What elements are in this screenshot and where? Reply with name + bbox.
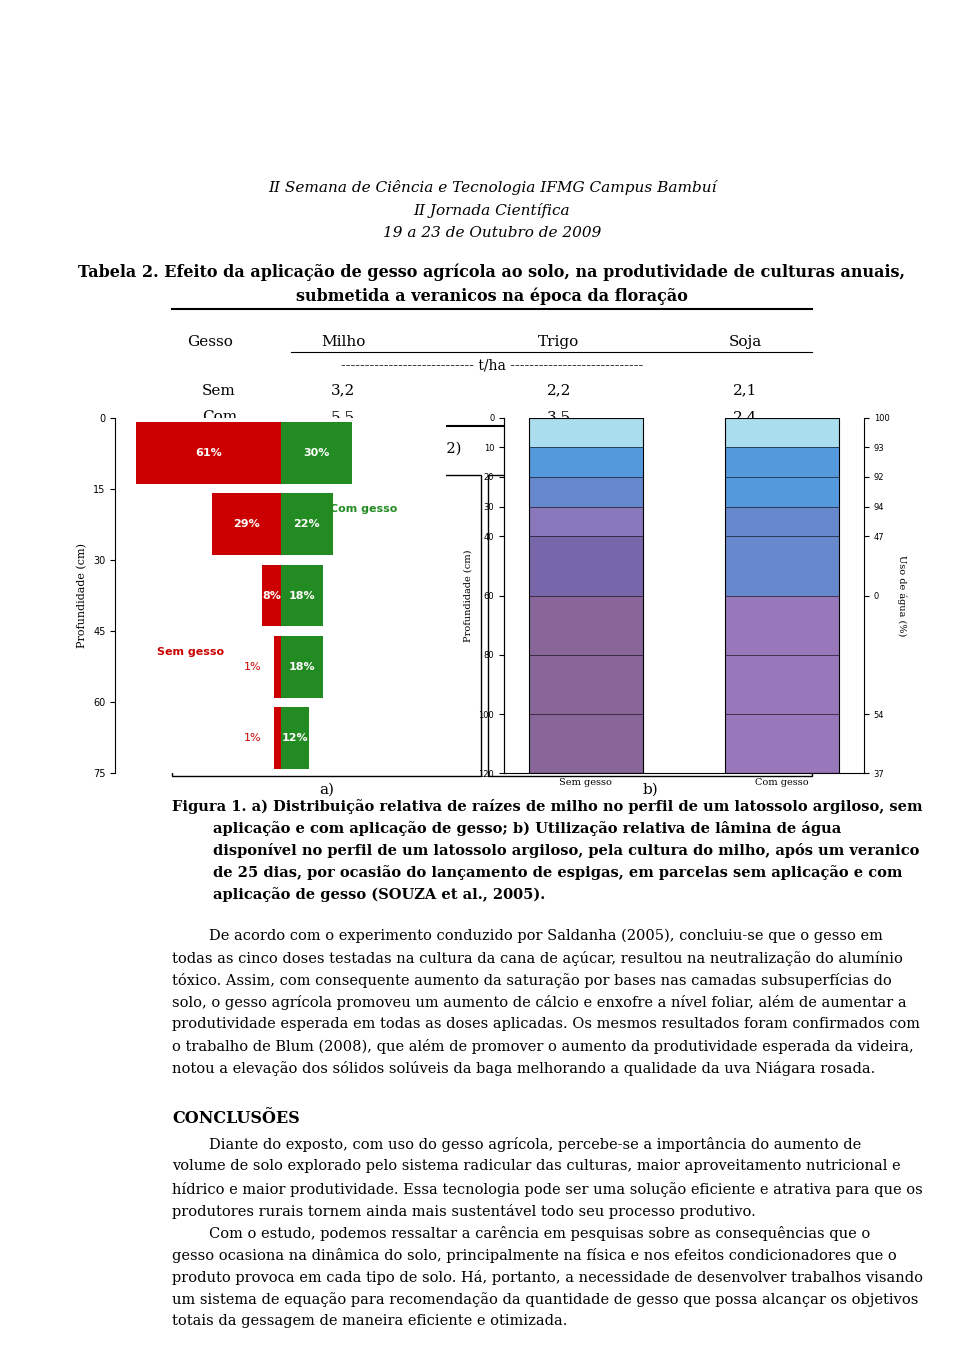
- Text: submetida a veranicos na época da floração: submetida a veranicos na época da floraç…: [296, 287, 688, 305]
- Text: 2,2: 2,2: [547, 383, 571, 397]
- Bar: [529, 476, 643, 507]
- Bar: [725, 507, 839, 596]
- Text: disponível no perfil de um latossolo argiloso, pela cultura do milho, após um ve: disponível no perfil de um latossolo arg…: [213, 843, 920, 858]
- Bar: [212, 493, 280, 556]
- Text: 19 a 23 de Outubro de 2009: 19 a 23 de Outubro de 2009: [383, 226, 601, 241]
- Text: ---------------------------- t/ha ----------------------------: ---------------------------- t/ha ------…: [341, 359, 643, 372]
- Bar: [725, 448, 839, 507]
- Text: volume de solo explorado pelo sistema radicular das culturas, maior aproveitamen: volume de solo explorado pelo sistema ra…: [172, 1160, 900, 1173]
- Bar: [529, 596, 643, 773]
- Bar: [280, 635, 324, 698]
- Bar: [280, 422, 351, 485]
- Bar: [136, 422, 280, 485]
- Text: Com: Com: [202, 409, 237, 424]
- Bar: [529, 537, 643, 596]
- Text: produto provoca em cada tipo de solo. Há, portanto, a necessidade de desenvolver: produto provoca em cada tipo de solo. Há…: [172, 1270, 924, 1285]
- Text: 1%: 1%: [244, 732, 262, 743]
- Text: De acordo com o experimento conduzido por Saldanha (2005), concluiu-se que o ges: De acordo com o experimento conduzido po…: [172, 928, 883, 943]
- Bar: [262, 564, 280, 627]
- Y-axis label: Profundidade (cm): Profundidade (cm): [464, 549, 473, 642]
- Text: Sem: Sem: [202, 383, 235, 397]
- Bar: [280, 564, 324, 627]
- Text: 22%: 22%: [294, 519, 320, 530]
- Bar: [529, 448, 643, 476]
- Text: o trabalho de Blum (2008), que além de promover o aumento da produtividade esper: o trabalho de Blum (2008), que além de p…: [172, 1039, 914, 1054]
- Text: Fonte: Adaptado de Sousa et al. (1992): Fonte: Adaptado de Sousa et al. (1992): [172, 442, 462, 456]
- Text: 30%: 30%: [303, 448, 329, 459]
- Text: gesso ocasiona na dinâmica do solo, principalmente na física e nos efeitos condi: gesso ocasiona na dinâmica do solo, prin…: [172, 1249, 897, 1264]
- Text: CONCLUSÕES: CONCLUSÕES: [172, 1110, 300, 1127]
- Text: Sem gesso: Sem gesso: [157, 646, 225, 657]
- Text: 61%: 61%: [195, 448, 222, 459]
- Text: Trigo: Trigo: [539, 335, 580, 349]
- Text: Com o estudo, podemos ressaltar a carência em pesquisas sobre as consequências q: Com o estudo, podemos ressaltar a carênc…: [172, 1225, 871, 1240]
- Text: produtores rurais tornem ainda mais sustentável todo seu processo produtivo.: produtores rurais tornem ainda mais sust…: [172, 1203, 756, 1218]
- Text: Com gesso: Com gesso: [330, 504, 397, 515]
- Text: 2,4: 2,4: [732, 409, 757, 424]
- Text: totais da gessagem de maneira eficiente e otimizada.: totais da gessagem de maneira eficiente …: [172, 1314, 567, 1328]
- Text: 29%: 29%: [233, 519, 260, 530]
- Text: 8%: 8%: [262, 590, 280, 601]
- Bar: [725, 418, 839, 773]
- Bar: [529, 418, 643, 448]
- Bar: [529, 418, 643, 773]
- Text: Gesso: Gesso: [187, 335, 233, 349]
- Bar: [274, 635, 280, 698]
- Text: um sistema de equação para recomendação da quantidade de gesso que possa alcança: um sistema de equação para recomendação …: [172, 1292, 919, 1307]
- Text: 2,1: 2,1: [732, 383, 757, 397]
- Text: 3,5: 3,5: [547, 409, 571, 424]
- Bar: [725, 596, 839, 773]
- Y-axis label: Uso de água (%): Uso de água (%): [897, 554, 906, 637]
- Bar: [280, 493, 333, 556]
- Text: tóxico. Assim, com consequente aumento da saturação por bases nas camadas subsup: tóxico. Assim, com consequente aumento d…: [172, 973, 892, 988]
- Text: II Jornada Científica: II Jornada Científica: [414, 203, 570, 218]
- Bar: [172, 475, 481, 776]
- Bar: [529, 507, 643, 537]
- Text: Figura 1. a) Distribuição relativa de raízes de milho no perfil de um latossolo : Figura 1. a) Distribuição relativa de ra…: [172, 799, 923, 813]
- Text: notou a elevação dos sólidos solúveis da baga melhorando a qualidade da uva Niág: notou a elevação dos sólidos solúveis da…: [172, 1061, 876, 1076]
- Text: 18%: 18%: [289, 661, 316, 672]
- Text: II Semana de Ciência e Tecnologia IFMG Campus Bambuí: II Semana de Ciência e Tecnologia IFMG C…: [268, 181, 716, 196]
- Text: 18%: 18%: [289, 590, 316, 601]
- Y-axis label: Profundidade (cm): Profundidade (cm): [77, 543, 87, 648]
- Text: aplicação e com aplicação de gesso; b) Utilização relativa de lâmina de água: aplicação e com aplicação de gesso; b) U…: [213, 821, 841, 836]
- Text: Diante do exposto, com uso do gesso agrícola, percebe-se a importância do aument: Diante do exposto, com uso do gesso agrí…: [172, 1138, 861, 1153]
- Bar: [280, 706, 309, 769]
- Bar: [725, 418, 839, 448]
- Text: hídrico e maior produtividade. Essa tecnologia pode ser uma solução eficiente e : hídrico e maior produtividade. Essa tecn…: [172, 1181, 923, 1197]
- Text: 12%: 12%: [281, 732, 308, 743]
- Text: Soja: Soja: [729, 335, 761, 349]
- Text: Tabela 2. Efeito da aplicação de gesso agrícola ao solo, na produtividade de cul: Tabela 2. Efeito da aplicação de gesso a…: [79, 263, 905, 281]
- Bar: [274, 706, 280, 769]
- Text: aplicação de gesso (SOUZA et al., 2005).: aplicação de gesso (SOUZA et al., 2005).: [213, 887, 545, 902]
- Text: 5,5: 5,5: [331, 409, 355, 424]
- Text: de 25 dias, por ocasião do lançamento de espigas, em parcelas sem aplicação e co: de 25 dias, por ocasião do lançamento de…: [213, 865, 902, 880]
- Text: a): a): [319, 783, 334, 797]
- Text: 3,2: 3,2: [331, 383, 355, 397]
- Bar: [489, 475, 812, 776]
- Text: Milho: Milho: [321, 335, 366, 349]
- Text: produtividade esperada em todas as doses aplicadas. Os mesmos resultados foram c: produtividade esperada em todas as doses…: [172, 1017, 920, 1031]
- Text: b): b): [642, 783, 658, 797]
- Text: todas as cinco doses testadas na cultura da cana de açúcar, resultou na neutrali: todas as cinco doses testadas na cultura…: [172, 950, 903, 965]
- Text: solo, o gesso agrícola promoveu um aumento de cálcio e enxofre a nível foliar, a: solo, o gesso agrícola promoveu um aumen…: [172, 995, 906, 1010]
- Text: 1%: 1%: [244, 661, 262, 672]
